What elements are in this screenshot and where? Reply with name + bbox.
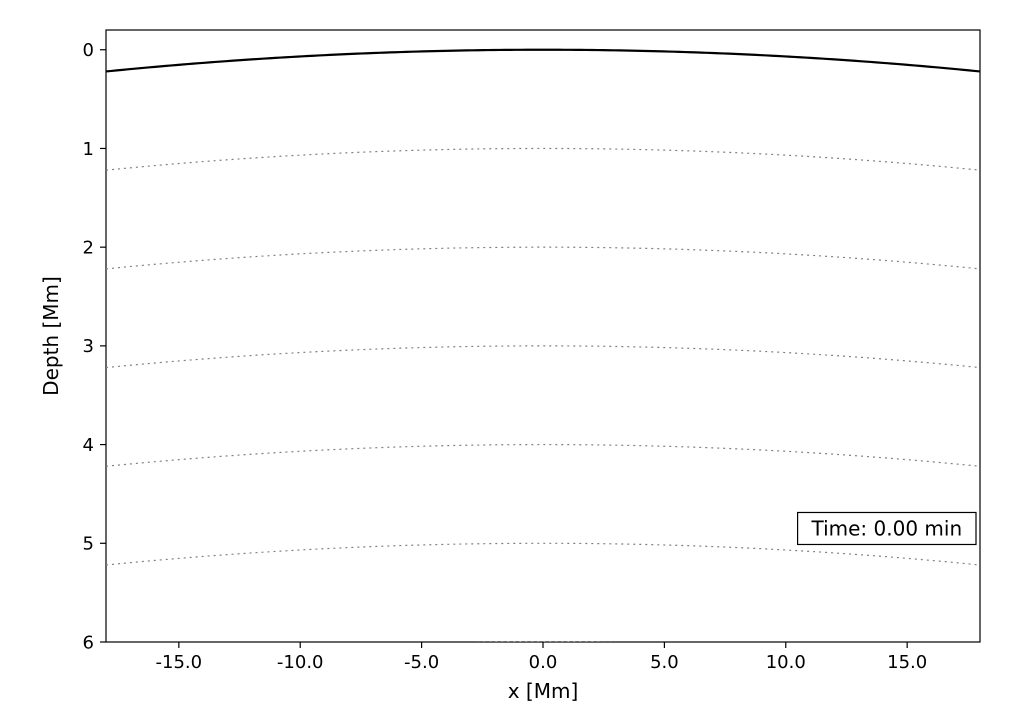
xtick-label: -5.0 [404, 652, 439, 673]
ytick-label: 3 [83, 336, 94, 357]
time-label: Time: 0.00 min [810, 516, 962, 540]
y-axis-label: Depth [Mm] [39, 276, 63, 396]
xtick-label: 5.0 [650, 652, 679, 673]
xtick-label: -10.0 [277, 652, 324, 673]
ytick-label: 0 [83, 40, 94, 61]
x-axis-label: x [Mm] [508, 679, 579, 703]
ytick-label: 5 [83, 534, 94, 555]
ytick-label: 4 [83, 435, 94, 456]
xtick-label: 10.0 [766, 652, 806, 673]
xtick-label: -15.0 [156, 652, 203, 673]
depth-chart: -15.0 -10.0 -5.0 0.0 5.0 10.0 15.0 0 1 2 3 4 5 6 x [Mm… [0, 0, 1024, 704]
ytick-label: 2 [83, 237, 94, 258]
xtick-label: 0.0 [529, 652, 558, 673]
ytick-label: 6 [83, 632, 94, 653]
ytick-label: 1 [83, 139, 94, 160]
xtick-label: 15.0 [887, 652, 927, 673]
